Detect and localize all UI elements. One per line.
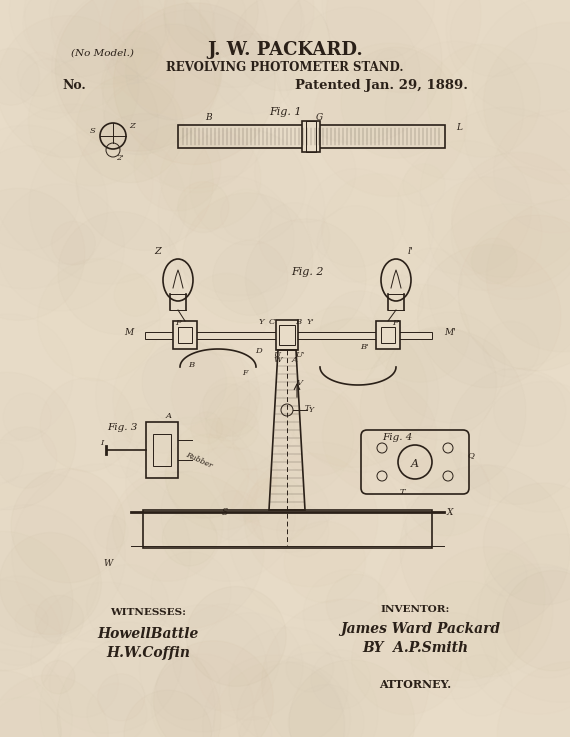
Text: REVOLVING PHOTOMETER STAND.: REVOLVING PHOTOMETER STAND. [166, 60, 404, 74]
Text: P: P [175, 319, 181, 327]
Text: W: W [103, 559, 112, 568]
Text: Y: Y [309, 406, 314, 414]
Text: Y': Y' [307, 318, 315, 326]
Bar [306, 121, 316, 152]
Bar [276, 320, 298, 350]
Text: Fig. 2: Fig. 2 [291, 267, 323, 277]
Text: WITNESSES:: WITNESSES: [110, 608, 186, 617]
Text: BY  A.P.Smith: BY A.P.Smith [362, 641, 468, 655]
Text: Fig. 4: Fig. 4 [382, 433, 412, 442]
Text: A: A [166, 412, 172, 420]
Text: P': P' [392, 319, 400, 327]
Text: J. W. PACKARD.: J. W. PACKARD. [207, 41, 363, 59]
Text: S: S [89, 127, 95, 135]
Text: Patented Jan. 29, 1889.: Patented Jan. 29, 1889. [295, 79, 469, 91]
Text: D: D [255, 347, 262, 355]
Text: I: I [100, 439, 103, 447]
Text: No.: No. [62, 79, 86, 91]
Text: B: B [188, 361, 194, 369]
Bar [153, 434, 171, 466]
Bar [302, 121, 320, 152]
Bar [279, 325, 295, 345]
Text: B: B [205, 113, 211, 122]
Text: M: M [124, 328, 133, 337]
Bar [145, 332, 432, 339]
Text: G: G [315, 113, 323, 122]
Text: Rubber: Rubber [184, 451, 213, 470]
Text: (No Model.): (No Model.) [71, 49, 134, 57]
Text: Y: Y [259, 318, 264, 326]
Text: B: B [295, 318, 301, 326]
Text: A: A [411, 459, 419, 469]
Text: INVENTOR:: INVENTOR: [380, 605, 450, 614]
Text: B': B' [360, 343, 368, 351]
Text: T: T [400, 488, 406, 496]
Text: Fig. 1: Fig. 1 [268, 107, 302, 117]
Text: ATTORNEY.: ATTORNEY. [379, 679, 451, 690]
Bar [381, 327, 395, 343]
Text: V: V [297, 379, 303, 387]
Text: U': U' [295, 351, 304, 359]
Bar [178, 327, 192, 343]
Text: A: A [292, 356, 298, 364]
Text: U: U [273, 351, 280, 359]
Text: Z: Z [154, 247, 161, 256]
Text: l': l' [408, 247, 414, 256]
Text: 2': 2' [116, 154, 124, 162]
Text: F: F [242, 369, 247, 377]
Text: M': M' [444, 328, 456, 337]
Text: T: T [305, 404, 310, 412]
Text: Q: Q [467, 451, 474, 459]
Bar [178, 125, 445, 148]
Bar [143, 510, 432, 548]
Text: HowellBattle: HowellBattle [97, 627, 199, 641]
Text: H.W.Coffin: H.W.Coffin [106, 646, 190, 660]
Text: L: L [456, 123, 462, 132]
Text: C: C [269, 318, 275, 326]
Text: Z: Z [129, 122, 135, 130]
Text: X: X [447, 508, 453, 517]
Bar [146, 422, 178, 478]
Bar [173, 321, 197, 349]
Text: James Ward Packard: James Ward Packard [340, 622, 500, 636]
Text: W: W [273, 356, 282, 364]
Text: Fig. 3: Fig. 3 [107, 423, 137, 432]
Bar [376, 321, 400, 349]
Text: S: S [222, 508, 228, 517]
